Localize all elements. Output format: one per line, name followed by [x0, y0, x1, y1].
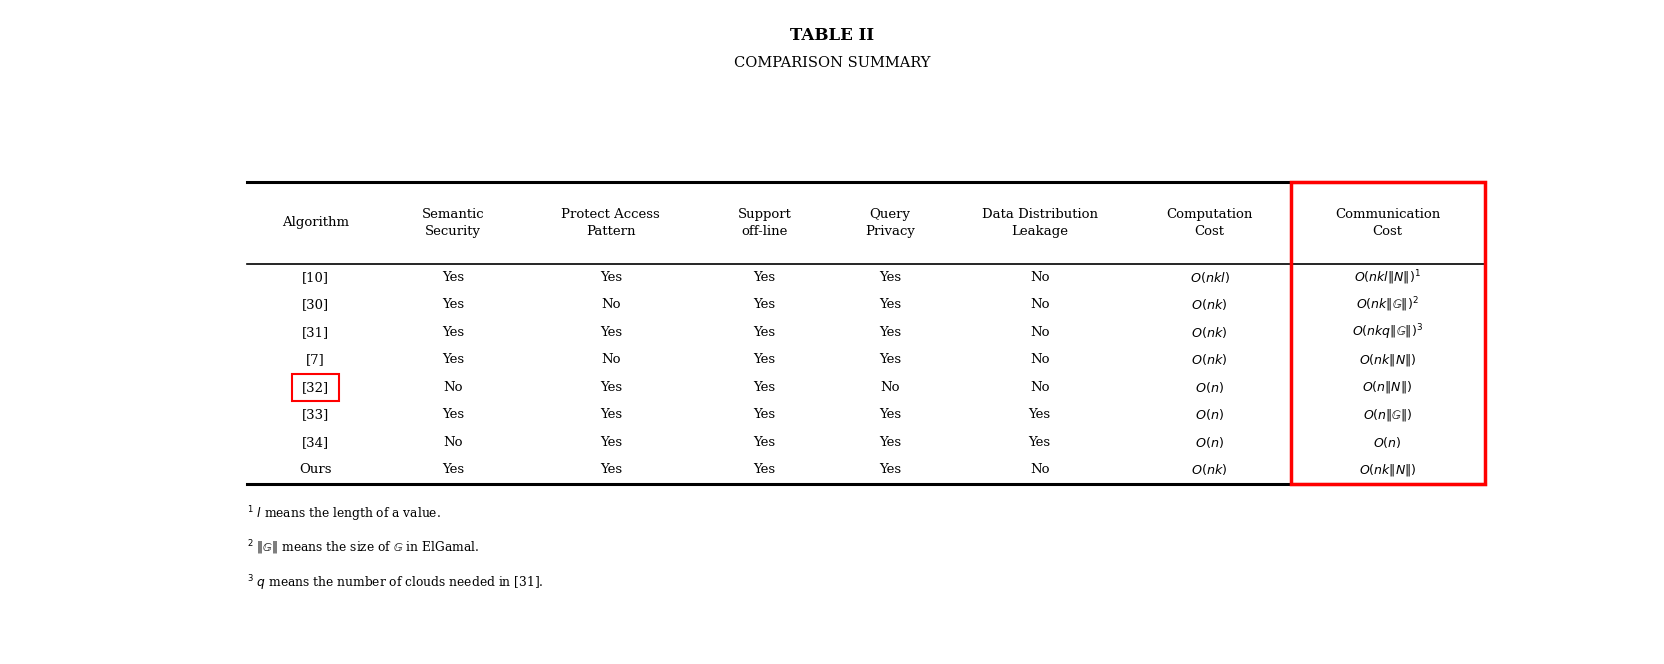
Text: Yes: Yes: [443, 271, 464, 284]
Text: Yes: Yes: [879, 271, 900, 284]
Text: Yes: Yes: [879, 353, 900, 367]
Bar: [1291, 182, 1484, 483]
Text: Yes: Yes: [754, 298, 775, 311]
Text: $O(nk)$: $O(nk)$: [1191, 297, 1228, 313]
Text: Support
off-line: Support off-line: [737, 208, 792, 238]
Text: No: No: [1030, 298, 1050, 311]
Text: Yes: Yes: [599, 408, 622, 422]
Text: [33]: [33]: [301, 408, 329, 422]
Text: Yes: Yes: [754, 436, 775, 449]
Text: $O(nk\Vert N\Vert)$: $O(nk\Vert N\Vert)$: [1359, 462, 1416, 478]
Text: Yes: Yes: [754, 463, 775, 476]
Text: Yes: Yes: [879, 298, 900, 311]
Text: Yes: Yes: [879, 463, 900, 476]
Text: Yes: Yes: [443, 408, 464, 422]
Text: No: No: [1030, 381, 1050, 394]
Text: $O(n)$: $O(n)$: [1195, 408, 1225, 422]
Text: Semantic
Security: Semantic Security: [421, 208, 484, 238]
Text: $^3$ $q$ means the number of clouds needed in [31].: $^3$ $q$ means the number of clouds need…: [246, 574, 542, 593]
Text: $O(nk\Vert\mathbb{G}\Vert)^2$: $O(nk\Vert\mathbb{G}\Vert)^2$: [1356, 295, 1419, 314]
Text: No: No: [1030, 271, 1050, 284]
Text: Yes: Yes: [599, 463, 622, 476]
Text: Yes: Yes: [599, 381, 622, 394]
Text: $^2$ $\Vert\mathbb{G}\Vert$ means the size of $\mathbb{G}$ in ElGamal.: $^2$ $\Vert\mathbb{G}\Vert$ means the si…: [246, 539, 479, 557]
Text: [10]: [10]: [301, 271, 329, 284]
Text: Ours: Ours: [300, 463, 331, 476]
Text: [32]: [32]: [301, 381, 329, 394]
Text: Yes: Yes: [879, 436, 900, 449]
Text: $O(nkl)$: $O(nkl)$: [1190, 270, 1230, 285]
Text: Yes: Yes: [599, 271, 622, 284]
Text: No: No: [443, 436, 463, 449]
Text: Yes: Yes: [879, 326, 900, 339]
Text: Yes: Yes: [754, 408, 775, 422]
Text: Yes: Yes: [599, 326, 622, 339]
Text: $O(nkq\Vert\mathbb{G}\Vert)^3$: $O(nkq\Vert\mathbb{G}\Vert)^3$: [1353, 323, 1423, 342]
Text: $O(n\Vert N\Vert)$: $O(n\Vert N\Vert)$: [1363, 379, 1413, 395]
Text: $^1$ $l$ means the length of a value.: $^1$ $l$ means the length of a value.: [246, 504, 441, 524]
Text: Computation
Cost: Computation Cost: [1166, 208, 1253, 238]
Text: $O(nkl\Vert N\Vert)^1$: $O(nkl\Vert N\Vert)^1$: [1354, 268, 1421, 287]
Text: Yes: Yes: [443, 298, 464, 311]
Text: Yes: Yes: [443, 353, 464, 367]
Text: [31]: [31]: [301, 326, 329, 339]
Text: No: No: [601, 298, 621, 311]
Text: Yes: Yes: [443, 326, 464, 339]
Text: Yes: Yes: [754, 326, 775, 339]
Text: Communication
Cost: Communication Cost: [1335, 208, 1441, 238]
Text: No: No: [601, 353, 621, 367]
Text: $O(nk)$: $O(nk)$: [1191, 462, 1228, 477]
Text: Data Distribution
Leakage: Data Distribution Leakage: [982, 208, 1098, 238]
Text: Yes: Yes: [443, 463, 464, 476]
Bar: [293, 374, 339, 400]
Text: No: No: [1030, 353, 1050, 367]
Text: Yes: Yes: [754, 271, 775, 284]
Text: No: No: [443, 381, 463, 394]
Text: [7]: [7]: [306, 353, 324, 367]
Text: Yes: Yes: [879, 408, 900, 422]
Text: COMPARISON SUMMARY: COMPARISON SUMMARY: [734, 56, 930, 70]
Text: Algorithm: Algorithm: [281, 216, 349, 229]
Text: Yes: Yes: [754, 381, 775, 394]
Text: Query
Privacy: Query Privacy: [865, 208, 915, 238]
Text: $O(nk)$: $O(nk)$: [1191, 353, 1228, 367]
Text: No: No: [1030, 326, 1050, 339]
Text: $O(n)$: $O(n)$: [1373, 435, 1401, 450]
Text: Yes: Yes: [1028, 408, 1050, 422]
Text: [34]: [34]: [301, 436, 329, 449]
Text: $O(n\Vert\mathbb{G}\Vert)$: $O(n\Vert\mathbb{G}\Vert)$: [1363, 407, 1413, 423]
Text: [30]: [30]: [301, 298, 329, 311]
Text: $O(nk\Vert N\Vert)$: $O(nk\Vert N\Vert)$: [1359, 352, 1416, 368]
Text: $O(n)$: $O(n)$: [1195, 380, 1225, 395]
Text: $O(nk)$: $O(nk)$: [1191, 325, 1228, 340]
Text: No: No: [1030, 463, 1050, 476]
Text: Protect Access
Pattern: Protect Access Pattern: [561, 208, 661, 238]
Text: Yes: Yes: [754, 353, 775, 367]
Text: Yes: Yes: [599, 436, 622, 449]
Text: $O(n)$: $O(n)$: [1195, 435, 1225, 450]
Text: TABLE II: TABLE II: [790, 27, 874, 44]
Text: No: No: [880, 381, 900, 394]
Text: Yes: Yes: [1028, 436, 1050, 449]
